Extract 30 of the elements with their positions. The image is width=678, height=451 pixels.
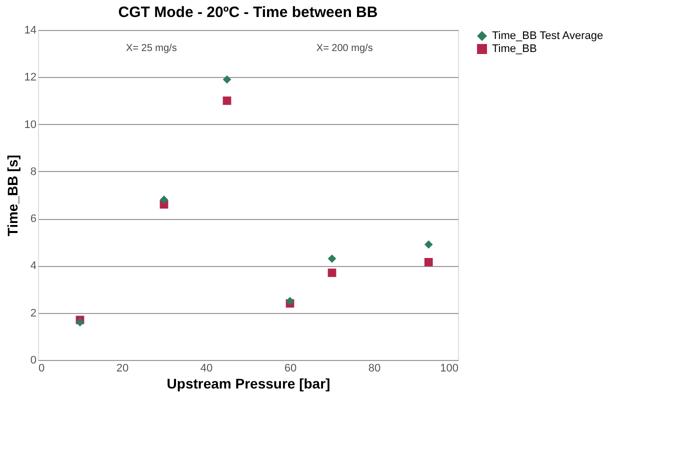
y-axis-title: Time_BB [s] [4,154,20,236]
point [328,268,336,277]
y-tick-label: 4 [30,260,36,272]
point [328,254,336,263]
x-tick-label: 100 [440,362,458,374]
y-tick-label: 10 [24,118,36,131]
y-tick-label: 8 [30,166,36,178]
point [222,75,232,84]
point [424,258,433,266]
x-tick-label: 80 [368,362,381,374]
y-tick-label: 12 [24,72,36,84]
x-tick-label: 20 [116,362,129,374]
x-tick-label: 60 [284,362,297,374]
y-tick-label: 6 [30,213,36,226]
point [160,196,168,204]
x-tick-label: 40 [200,362,213,374]
y-tick-label: 2 [30,307,36,320]
legend-label: Time_BB Test Average [492,30,604,42]
annotation: X= 25 mg/s [126,43,177,54]
x-tick-label: 0 [38,362,45,374]
point [424,240,433,249]
point [286,296,294,306]
point [222,96,232,105]
legend-label: Time_BB [492,43,537,55]
y-tick-label: 14 [24,24,36,36]
annotation: X= 200 mg/s [316,43,373,54]
chart-title: CGT Mode - 20ºC - Time between BB [118,4,378,21]
point [76,318,84,326]
x-axis-title: Upstream Pressure [bar] [166,376,330,392]
y-tick-label: 0 [30,354,36,366]
